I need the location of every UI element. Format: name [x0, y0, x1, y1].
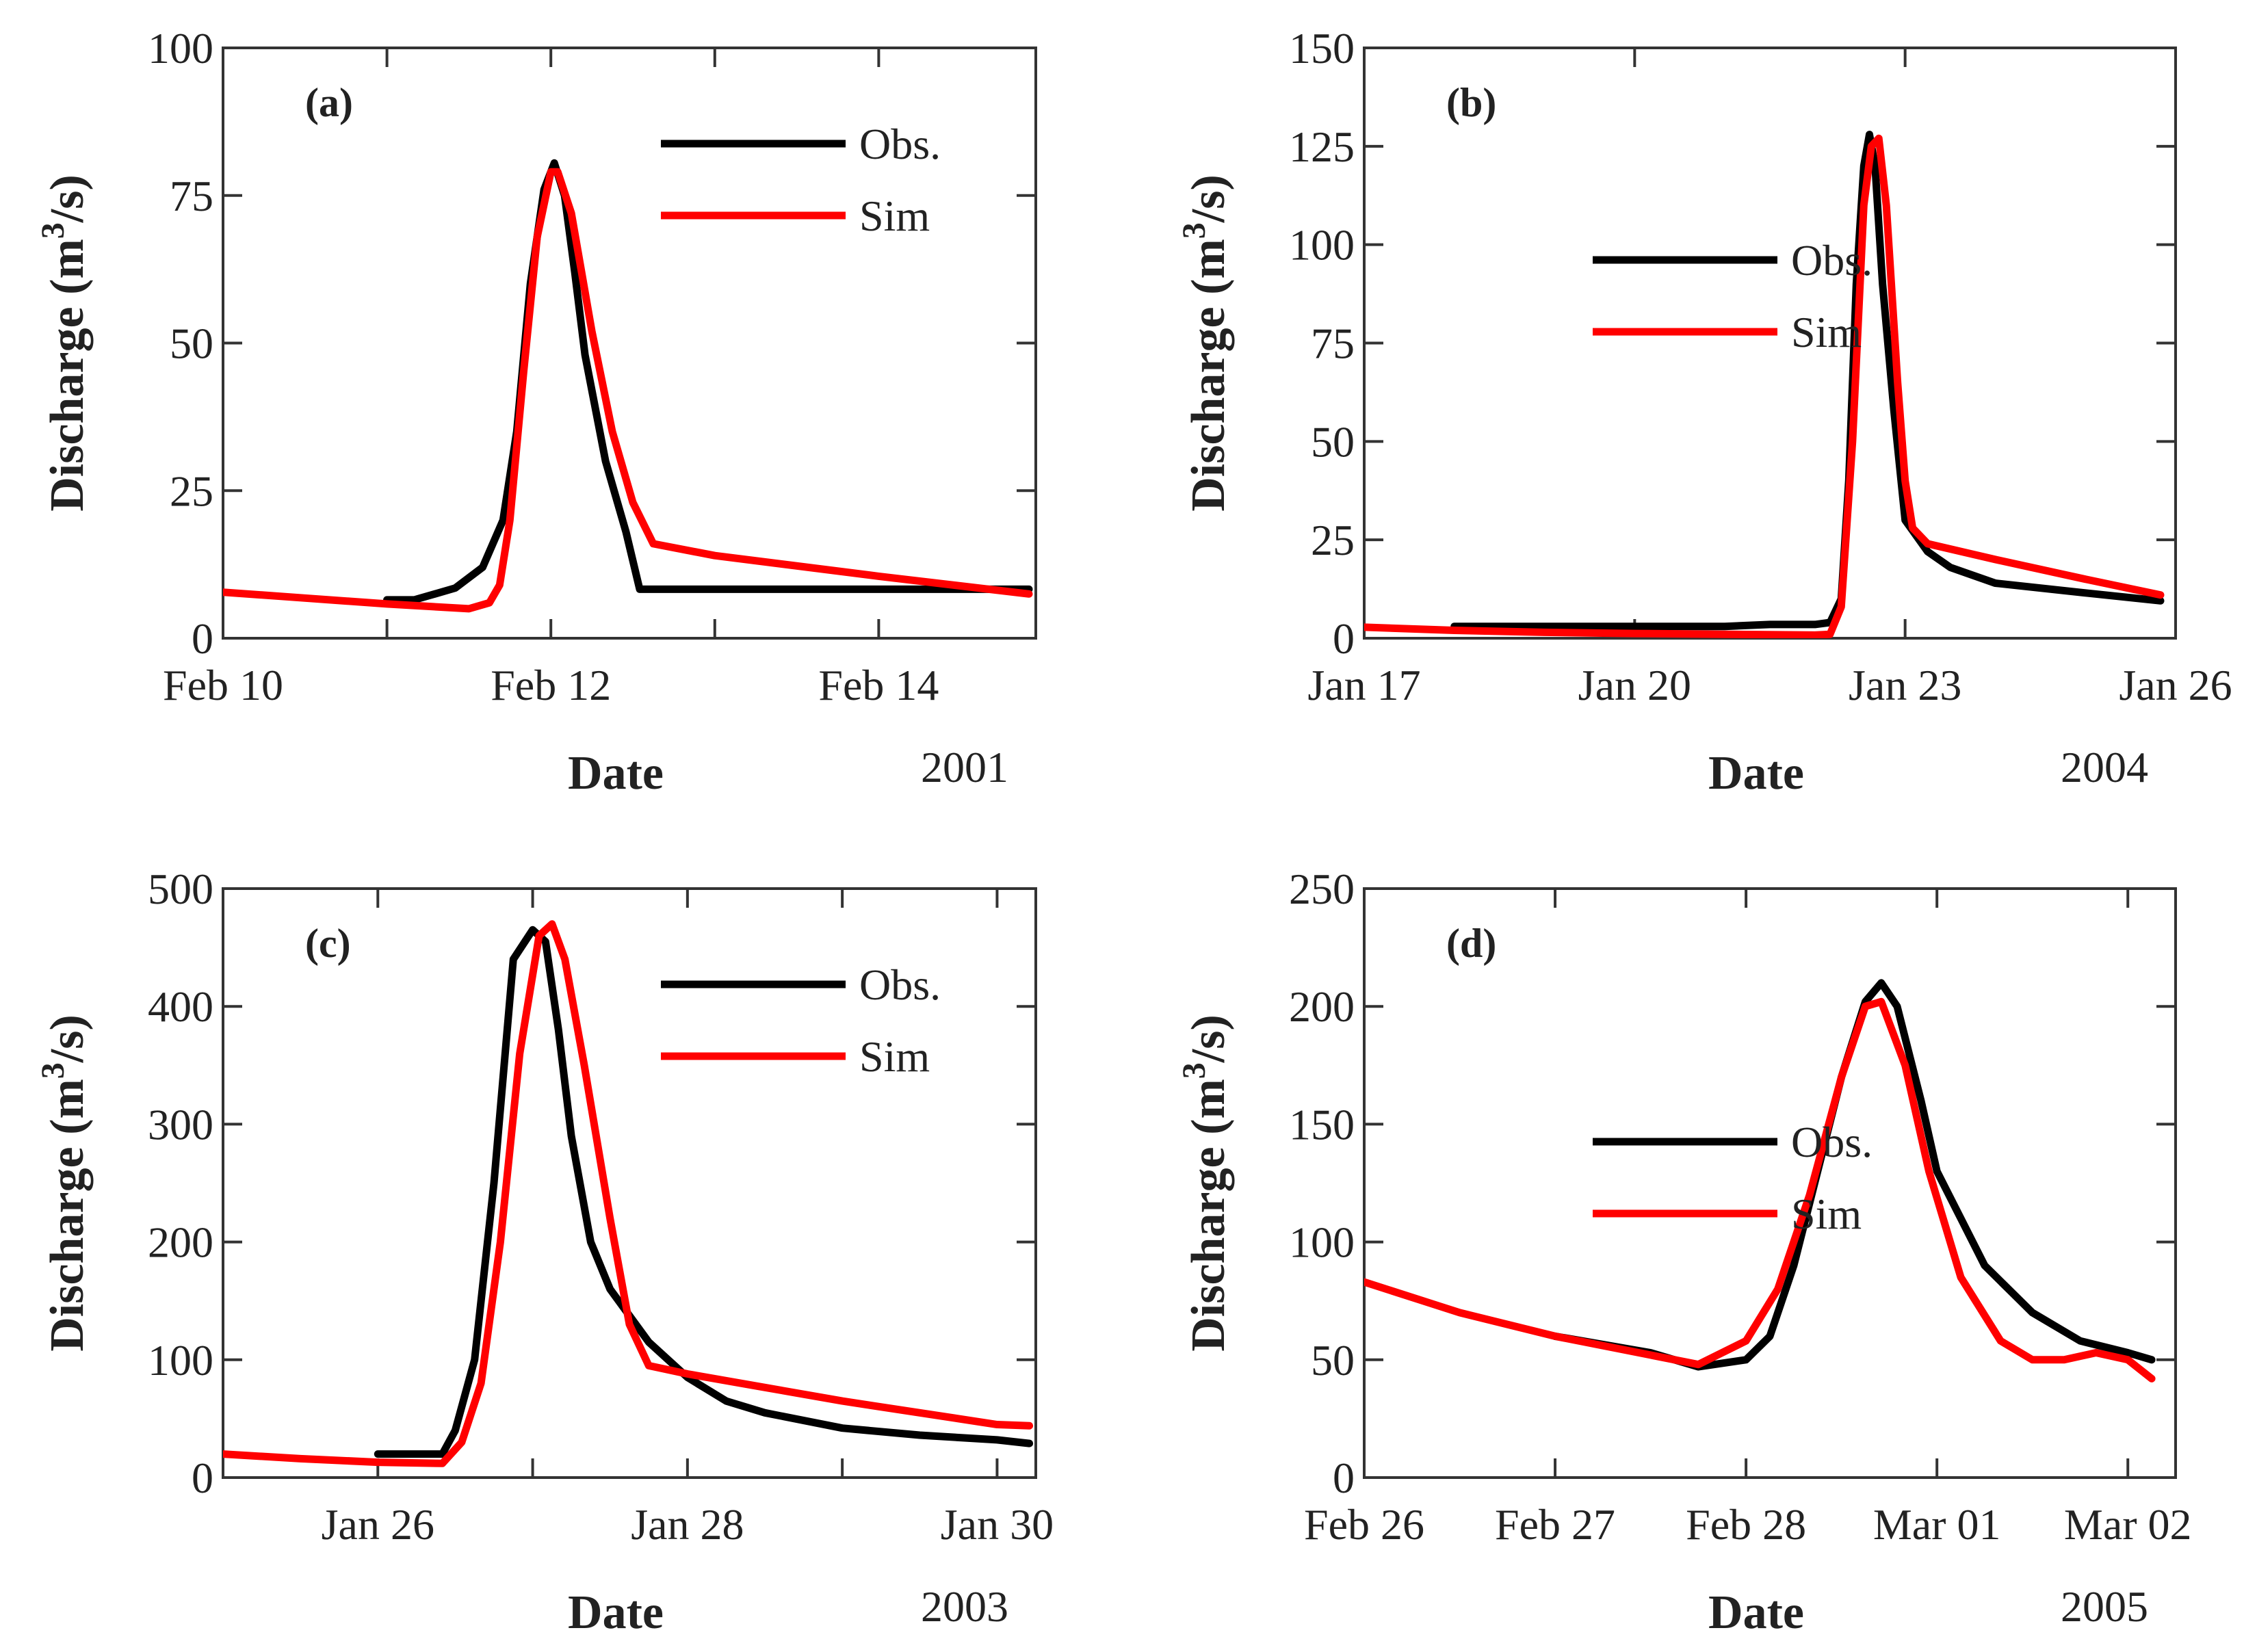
year-label: 2001	[921, 743, 1008, 791]
y-tick-label: 0	[1333, 1454, 1355, 1502]
series-line-observed	[374, 926, 1034, 1458]
x-tick-label: Jan 28	[631, 1500, 744, 1549]
legend-label: Sim	[859, 1032, 930, 1081]
plot-frame	[1363, 887, 2177, 1479]
chart-panel-4: 0 50 100 150 200 250 Feb 26 Feb 27 Feb 28 Mar 01 M…	[1176, 865, 2192, 1639]
y-tick-label: 0	[192, 1454, 213, 1502]
plot-frame	[222, 887, 1037, 1479]
y-tick-label: 50	[170, 319, 213, 368]
y-tick-label: 200	[1289, 982, 1355, 1031]
x-axis-title: Date	[568, 747, 664, 800]
legend: Obs. Sim	[1593, 236, 1873, 356]
legend-label: Obs.	[859, 120, 941, 168]
panel-label: (b)	[1446, 80, 1496, 125]
y-tick-label: 25	[1311, 516, 1355, 564]
year-label: 2003	[921, 1582, 1008, 1631]
year-label: 2004	[2061, 743, 2148, 791]
x-tick-label: Jan 23	[1849, 661, 1961, 709]
legend-label: Sim	[859, 192, 930, 240]
y-tick-label: 200	[148, 1218, 213, 1267]
panel-label: (a)	[305, 80, 353, 125]
y-tick-label: 250	[1289, 865, 1355, 913]
chart-panel-1: 0 25 50 75 100 Feb 10 Feb 12 Feb 14 (a) Obs. Sim Da…	[35, 24, 1037, 800]
x-tick-label: Jan 26	[2119, 661, 2232, 709]
x-tick-label: Feb 27	[1495, 1500, 1615, 1549]
x-tick-label: Jan 26	[322, 1500, 434, 1549]
series-line-observed	[383, 159, 1033, 604]
y-axis-title: Discharge (m3/s)	[1176, 174, 1235, 512]
legend-label: Sim	[1791, 308, 1862, 356]
y-tick-label: 125	[1289, 122, 1355, 171]
x-tick-label: Feb 28	[1686, 1500, 1806, 1549]
panel-label: (d)	[1446, 921, 1496, 966]
x-tick-label: Feb 12	[491, 661, 611, 709]
y-tick-label: 50	[1311, 417, 1355, 466]
y-tick-label: 150	[1289, 1100, 1355, 1149]
series-line-simulated	[223, 168, 1033, 613]
chart-panel-2: 0 25 50 75 100 125 150 Jan 17 Jan 20 Jan 23 Jan 26…	[1176, 24, 2232, 800]
x-tick-label: Mar 02	[2064, 1500, 2192, 1549]
y-axis-title: Discharge (m3/s)	[1176, 1014, 1235, 1352]
y-tick-label: 0	[192, 614, 213, 663]
x-tick-label: Feb 14	[818, 661, 939, 709]
x-tick-label: Jan 17	[1307, 661, 1420, 709]
y-tick-label: 75	[1311, 319, 1355, 368]
series-line-simulated	[223, 920, 1034, 1467]
y-axis-title: Discharge (m3/s)	[35, 174, 94, 512]
y-tick-label: 0	[1333, 614, 1355, 663]
legend-label: Obs.	[1791, 236, 1873, 285]
y-tick-label: 25	[170, 467, 213, 515]
y-tick-label: 100	[1289, 221, 1355, 270]
x-axis-title: Date	[1708, 747, 1804, 800]
legend-label: Sim	[1791, 1190, 1862, 1238]
legend: Obs. Sim	[1593, 1118, 1873, 1238]
y-tick-label: 50	[1311, 1336, 1355, 1385]
x-tick-label: Feb 26	[1304, 1500, 1424, 1549]
y-tick-label: 100	[148, 1336, 213, 1385]
y-tick-label: 150	[1289, 24, 1355, 73]
y-tick-label: 500	[148, 865, 213, 913]
legend-label: Obs.	[1791, 1118, 1873, 1166]
legend: Obs. Sim	[661, 120, 941, 240]
x-tick-label: Jan 20	[1578, 661, 1691, 709]
y-tick-label: 300	[148, 1100, 213, 1149]
chart-panel-3: 0 100 200 300 400 500 Jan 26 Jan 28 Jan 30 (c) Obs…	[35, 865, 1054, 1639]
panel-label: (c)	[305, 921, 351, 966]
y-tick-label: 100	[148, 24, 213, 73]
series-line-simulated	[1364, 134, 2165, 638]
series-line-simulated	[1364, 997, 2156, 1382]
y-tick-label: 400	[148, 982, 213, 1031]
series-line-observed	[1551, 979, 2156, 1371]
x-tick-label: Feb 10	[163, 661, 283, 709]
y-tick-label: 75	[170, 172, 213, 220]
legend: Obs. Sim	[661, 960, 941, 1081]
series-line-observed	[1450, 131, 2165, 631]
x-axis-title: Date	[568, 1586, 664, 1639]
x-tick-label: Jan 30	[941, 1500, 1054, 1549]
x-tick-label: Mar 01	[1873, 1500, 2001, 1549]
legend-label: Obs.	[859, 960, 941, 1009]
y-axis-title: Discharge (m3/s)	[35, 1014, 94, 1352]
y-tick-label: 100	[1289, 1218, 1355, 1267]
year-label: 2005	[2061, 1582, 2148, 1631]
plot-frame	[1363, 47, 2177, 640]
x-axis-title: Date	[1708, 1586, 1804, 1639]
